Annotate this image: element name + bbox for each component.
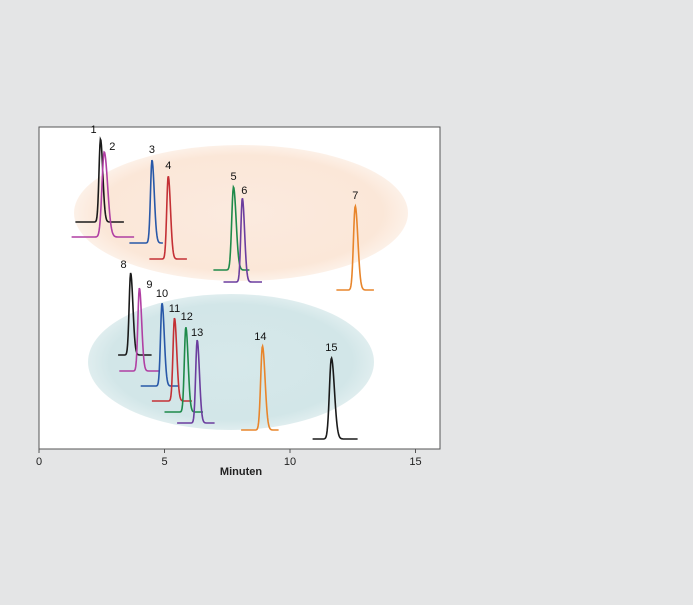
- peak-trace-14: [241, 343, 279, 431]
- peak-trace-11: [151, 317, 192, 402]
- peak-label-8: 8: [121, 259, 127, 271]
- peak-trace-10: [140, 302, 180, 387]
- x-tick-label: 10: [284, 456, 296, 468]
- peak-trace-15: [312, 355, 358, 440]
- peak-label-5: 5: [230, 171, 236, 183]
- peak-label-3: 3: [149, 144, 155, 156]
- peak-trace-2: [71, 150, 135, 238]
- x-tick-label: 5: [161, 456, 167, 468]
- peak-label-13: 13: [191, 327, 203, 339]
- peak-label-9: 9: [146, 279, 152, 291]
- group-ellipse-lower: [88, 294, 374, 430]
- x-axis-title: Minuten: [220, 466, 262, 478]
- peak-label-12: 12: [181, 311, 193, 323]
- x-tick-label: 0: [36, 456, 42, 468]
- peak-trace-6: [223, 198, 262, 283]
- peak-trace-8: [118, 272, 152, 356]
- peak-label-11: 11: [169, 303, 180, 315]
- peak-trace-1: [75, 136, 124, 223]
- peak-label-2: 2: [109, 141, 115, 153]
- peak-trace-4: [149, 175, 187, 260]
- peak-trace-7: [336, 203, 374, 291]
- peak-label-1: 1: [90, 124, 96, 136]
- peak-label-14: 14: [254, 331, 266, 343]
- peak-trace-5: [213, 184, 250, 271]
- peak-trace-13: [177, 339, 215, 424]
- peak-trace-12: [164, 326, 203, 413]
- peak-trace-9: [119, 287, 160, 372]
- peak-label-7: 7: [352, 190, 358, 202]
- peak-label-6: 6: [241, 185, 247, 197]
- peak-label-15: 15: [325, 342, 337, 354]
- peak-trace-3: [129, 159, 163, 244]
- x-tick-label: 15: [409, 456, 421, 468]
- peak-label-10: 10: [156, 288, 168, 300]
- peak-label-4: 4: [165, 160, 171, 172]
